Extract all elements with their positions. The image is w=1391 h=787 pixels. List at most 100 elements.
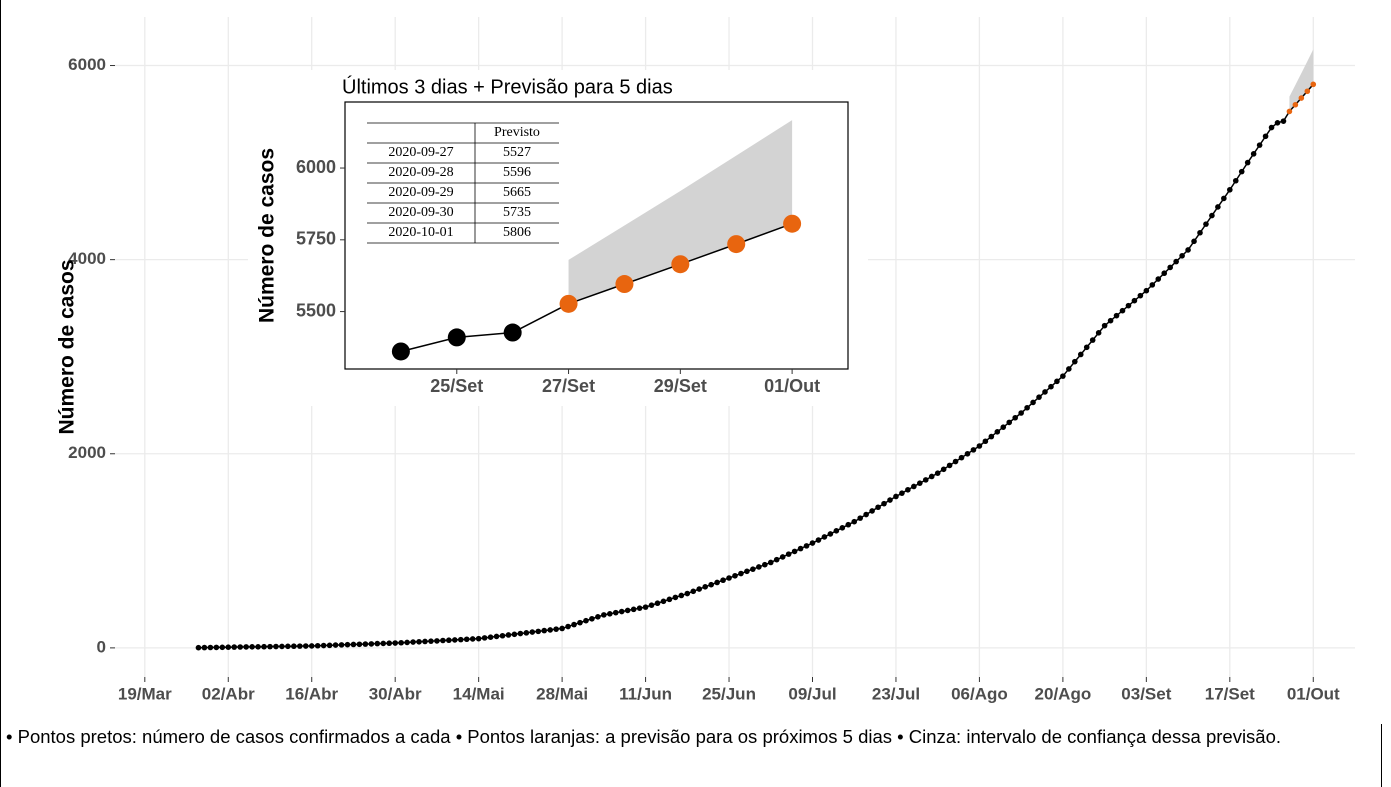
data-point <box>618 608 625 615</box>
table-cell: 2020-10-01 <box>388 225 453 240</box>
data-point <box>881 500 887 507</box>
data-point <box>1161 270 1168 277</box>
data-point <box>1197 229 1203 236</box>
data-point <box>976 443 983 449</box>
data-point <box>1000 424 1007 430</box>
data-point <box>499 632 506 639</box>
data-point <box>857 515 863 521</box>
data-point <box>416 638 422 645</box>
data-point <box>503 323 522 342</box>
data-point <box>922 477 929 483</box>
data-point <box>332 642 339 648</box>
table-cell: 2020-09-28 <box>388 165 453 180</box>
data-point <box>219 644 226 651</box>
data-point <box>440 637 446 644</box>
data-point <box>374 640 381 647</box>
data-point <box>988 433 995 440</box>
data-point <box>654 600 661 607</box>
data-point <box>1227 186 1233 193</box>
x-tick-label: 29/Set <box>654 376 707 396</box>
data-point <box>326 642 333 649</box>
data-point <box>1274 119 1281 126</box>
table-cell: 5596 <box>503 165 531 180</box>
data-point <box>279 643 285 650</box>
data-point <box>783 214 802 233</box>
data-point <box>541 627 548 634</box>
data-point <box>422 638 428 645</box>
data-point <box>195 644 202 651</box>
data-point <box>308 643 315 649</box>
data-point <box>1280 118 1287 124</box>
x-tick-label: 02/Abr <box>202 684 255 703</box>
data-point <box>1077 351 1084 358</box>
data-point <box>297 643 303 649</box>
data-point <box>1250 151 1257 157</box>
data-point <box>398 639 404 646</box>
data-point <box>314 642 321 649</box>
data-point <box>213 644 220 651</box>
data-point <box>911 483 917 490</box>
x-tick-label: 27/Set <box>542 376 595 396</box>
data-point <box>738 570 744 577</box>
data-point <box>1191 238 1197 245</box>
data-point <box>642 604 649 610</box>
data-point <box>1149 282 1156 288</box>
table-cell: 5806 <box>503 225 531 240</box>
data-point <box>601 612 607 618</box>
x-tick-label: 30/Abr <box>369 684 422 703</box>
y-tick-label: 6000 <box>296 157 336 177</box>
x-tick-label: 25/Set <box>430 376 483 396</box>
data-point <box>1137 292 1144 299</box>
x-tick-label: 03/Set <box>1121 684 1171 703</box>
data-point <box>285 643 291 650</box>
data-point <box>1155 276 1162 282</box>
data-point <box>762 561 768 568</box>
data-point <box>636 605 643 611</box>
data-point <box>726 575 732 581</box>
data-point <box>1107 317 1114 324</box>
table-cell: 5735 <box>503 205 531 220</box>
data-point <box>571 621 577 628</box>
data-point <box>671 255 690 274</box>
data-point <box>672 594 679 601</box>
confidence-band <box>568 120 793 304</box>
data-point <box>565 623 571 630</box>
data-point <box>905 486 911 493</box>
data-point <box>994 429 1001 435</box>
x-tick-label: 20/Ago <box>1035 684 1092 703</box>
data-point <box>982 438 989 445</box>
data-point <box>237 644 243 650</box>
data-point <box>1072 358 1078 365</box>
data-point <box>481 635 488 641</box>
data-point <box>1006 419 1013 426</box>
x-tick-label: 01/Out <box>764 376 820 396</box>
data-point <box>803 543 810 549</box>
data-point <box>684 590 691 597</box>
x-tick-label: 16/Abr <box>285 684 338 703</box>
y-axis-label: Número de casos <box>256 148 279 323</box>
data-point <box>678 592 685 599</box>
data-point <box>1256 142 1263 148</box>
data-point <box>410 639 416 645</box>
data-point <box>917 480 923 486</box>
data-point <box>809 540 816 546</box>
data-point <box>505 632 512 638</box>
y-tick-label: 5750 <box>296 229 336 249</box>
data-point <box>815 537 822 543</box>
data-point <box>1119 307 1126 314</box>
data-point <box>1143 287 1150 294</box>
y-tick-label: 4000 <box>68 249 106 268</box>
data-point <box>255 644 261 650</box>
data-point <box>779 554 786 560</box>
x-tick-label: 19/Mar <box>118 684 172 703</box>
data-point <box>1036 394 1042 400</box>
table-cell: 2020-09-27 <box>388 145 453 160</box>
data-point <box>928 473 935 480</box>
data-point <box>559 294 578 313</box>
data-point <box>1024 404 1030 411</box>
data-point <box>446 637 452 644</box>
data-point <box>547 627 553 633</box>
data-point <box>517 630 524 637</box>
data-point <box>595 614 601 620</box>
data-point <box>1304 88 1311 95</box>
